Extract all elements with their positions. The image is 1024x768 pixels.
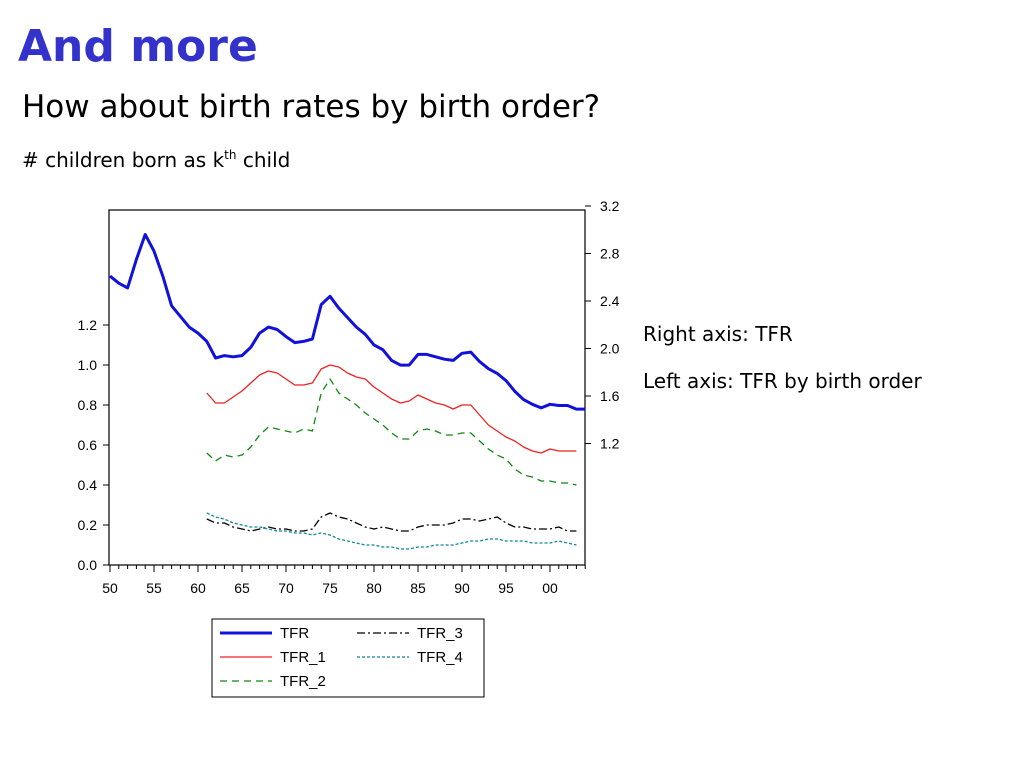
x-axis-tick-label: 50 bbox=[102, 580, 118, 596]
left-axis-tick-label: 0.2 bbox=[78, 517, 98, 533]
series-line-tfr-4 bbox=[206, 512, 577, 550]
legend-label-tfr-1: TFR_1 bbox=[280, 649, 326, 666]
left-axis-tick-label: 0.0 bbox=[78, 557, 98, 573]
right-axis-tick-label: 2.4 bbox=[600, 293, 620, 309]
note-superscript: th bbox=[224, 148, 237, 162]
x-axis-tick-label: 90 bbox=[454, 580, 470, 596]
series-line-tfr-3 bbox=[206, 512, 577, 532]
right-axis-tick-label: 1.6 bbox=[600, 388, 620, 404]
left-axis-tick-label: 0.4 bbox=[78, 477, 98, 493]
slide-subtitle: How about birth rates by birth order? bbox=[22, 89, 601, 125]
series-line-tfr bbox=[109, 233, 586, 411]
note-suffix: child bbox=[236, 148, 291, 172]
series-line-tfr-2 bbox=[206, 378, 577, 486]
x-axis-tick-label: 75 bbox=[322, 580, 338, 596]
x-axis-tick-label: 80 bbox=[366, 580, 382, 596]
plot-frame bbox=[108, 209, 586, 566]
chart-description-note: # children born as kth child bbox=[22, 146, 290, 174]
x-axis-tick-label: 65 bbox=[234, 580, 250, 596]
left-axis-note: Left axis: TFR by birth order bbox=[643, 369, 922, 393]
note-prefix: # children born as k bbox=[22, 148, 225, 172]
right-axis-tick-label: 2.0 bbox=[600, 341, 620, 357]
left-axis-tick-label: 1.2 bbox=[78, 317, 98, 333]
x-axis-tick-label: 95 bbox=[498, 580, 514, 596]
legend-label-tfr: TFR bbox=[280, 625, 309, 642]
slide-title: And more bbox=[18, 21, 258, 72]
x-axis-tick-label: 55 bbox=[146, 580, 162, 596]
series-line-tfr-1 bbox=[206, 364, 577, 454]
legend-label-tfr-3: TFR_3 bbox=[417, 625, 463, 642]
left-axis-tick-label: 1.0 bbox=[78, 357, 98, 373]
left-axis-tick-label: 0.6 bbox=[78, 437, 98, 453]
x-axis-tick-label: 85 bbox=[410, 580, 426, 596]
right-axis-tick-label: 2.8 bbox=[600, 246, 620, 262]
right-axis-tick-label: 1.2 bbox=[600, 436, 620, 452]
x-axis-tick-label: 70 bbox=[278, 580, 294, 596]
x-axis-tick-label: 60 bbox=[190, 580, 206, 596]
right-axis-note: Right axis: TFR bbox=[643, 322, 793, 346]
x-axis-tick-label: 00 bbox=[542, 580, 558, 596]
legend-label-tfr-2: TFR_2 bbox=[280, 673, 326, 690]
left-axis-tick-label: 0.8 bbox=[78, 397, 98, 413]
right-axis-tick-label: 3.2 bbox=[600, 198, 620, 214]
legend-label-tfr-4: TFR_4 bbox=[417, 649, 463, 666]
